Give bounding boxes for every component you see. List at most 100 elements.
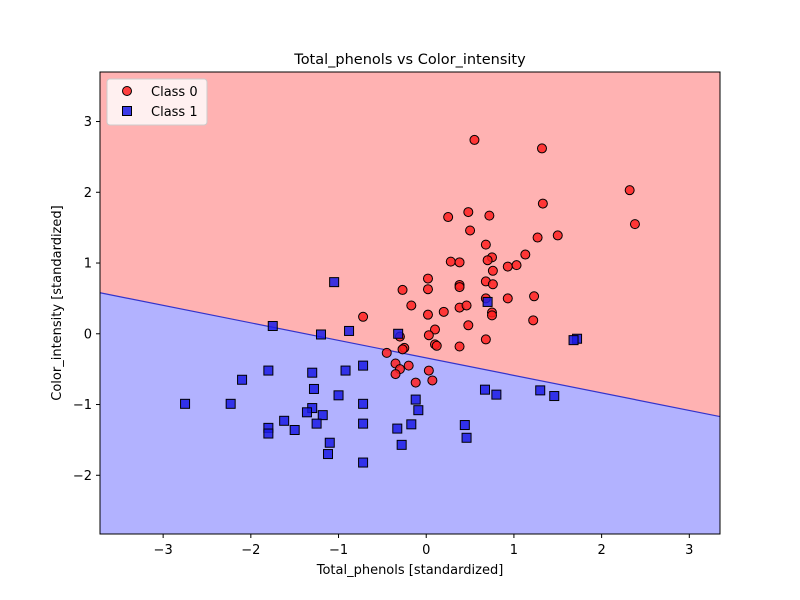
data-point-class-0: [454, 341, 465, 352]
decision-boundary-line: [100, 292, 720, 418]
data-point-class-1: [413, 405, 424, 416]
data-point-class-1: [315, 329, 326, 340]
data-point-class-1: [396, 439, 407, 450]
data-point-class-0: [390, 369, 401, 380]
data-point-class-0: [465, 225, 476, 236]
data-point-class-0: [529, 291, 540, 302]
data-point-class-0: [438, 306, 449, 317]
data-point-class-0: [454, 257, 465, 268]
legend-label-class-0: Class 0: [151, 85, 198, 100]
data-point-class-1: [263, 428, 274, 439]
y-axis-label: Color_intensity [standardized]: [50, 205, 65, 400]
x-tick-label: 3: [685, 543, 693, 558]
y-tick-label: 1: [84, 257, 92, 272]
scatter-points: [180, 134, 640, 468]
data-point-class-1: [263, 365, 274, 376]
legend: Class 0 Class 1: [106, 78, 208, 126]
data-point-class-1: [491, 389, 502, 400]
data-point-class-1: [358, 418, 369, 429]
data-point-class-0: [480, 334, 491, 345]
data-point-class-0: [502, 261, 513, 272]
data-point-class-1: [324, 437, 335, 448]
data-point-class-0: [487, 279, 498, 290]
chart-title: Total_phenols vs Color_intensity: [293, 52, 526, 68]
data-point-class-0: [429, 324, 440, 335]
data-point-class-0: [487, 265, 498, 276]
x-tick-label: 2: [597, 543, 605, 558]
data-point-class-1: [279, 415, 290, 426]
data-point-class-0: [406, 300, 417, 311]
y-axis: −2 −1 0 1 2 3: [73, 115, 100, 484]
data-point-class-1: [329, 277, 340, 288]
data-point-class-1: [307, 367, 318, 378]
data-point-class-0: [422, 284, 433, 295]
data-point-class-1: [317, 410, 328, 421]
data-point-class-1: [323, 449, 334, 460]
data-point-class-0: [552, 230, 563, 241]
legend-marker-class-0: [122, 86, 132, 96]
x-axis-label: Total_phenols [standardized]: [316, 563, 504, 578]
data-point-class-1: [333, 390, 344, 401]
data-point-class-0: [528, 315, 539, 326]
data-point-class-0: [463, 207, 474, 218]
y-tick-label: −1: [73, 398, 92, 413]
data-point-class-0: [520, 249, 531, 260]
class-0-region: [100, 72, 720, 417]
data-point-class-1: [535, 385, 546, 396]
data-point-class-0: [461, 300, 472, 311]
data-point-class-1: [225, 398, 236, 409]
data-point-class-0: [358, 311, 369, 322]
data-point-class-0: [427, 375, 438, 386]
data-point-class-1: [461, 432, 472, 443]
data-point-class-1: [568, 335, 579, 346]
data-point-class-0: [484, 210, 495, 221]
data-point-class-1: [392, 423, 403, 434]
data-point-class-0: [422, 273, 433, 284]
data-point-class-1: [344, 325, 355, 336]
data-point-class-0: [397, 284, 408, 295]
data-point-class-0: [624, 185, 635, 196]
data-point-class-0: [469, 134, 480, 145]
data-point-class-1: [549, 391, 560, 402]
x-tick-label: 0: [422, 543, 430, 558]
y-tick-label: 3: [84, 115, 92, 130]
legend-marker-class-1: [122, 106, 132, 116]
data-point-class-1: [459, 420, 470, 431]
data-point-class-0: [502, 293, 513, 304]
x-axis: −3 −2 −1 0 1 2 3: [154, 534, 693, 558]
y-tick-label: −2: [73, 469, 92, 484]
data-point-class-0: [486, 310, 497, 321]
x-tick-label: −1: [329, 543, 348, 558]
data-point-class-1: [482, 296, 493, 307]
y-tick-label: 2: [84, 186, 92, 201]
data-point-class-1: [358, 360, 369, 371]
data-point-class-1: [358, 398, 369, 409]
data-point-class-0: [443, 212, 454, 223]
class-1-region: [100, 292, 720, 534]
data-point-class-0: [532, 232, 543, 243]
data-point-class-1: [301, 407, 312, 418]
data-point-class-0: [422, 309, 433, 320]
data-point-class-1: [180, 398, 191, 409]
data-point-class-0: [403, 360, 414, 371]
data-point-class-1: [479, 384, 490, 395]
decision-regions: [100, 72, 720, 534]
data-point-class-1: [308, 383, 319, 394]
data-point-class-1: [393, 328, 404, 339]
x-tick-label: −2: [241, 543, 260, 558]
data-point-class-0: [445, 256, 456, 267]
data-point-class-1: [289, 424, 300, 435]
data-point-class-1: [311, 418, 322, 429]
data-point-class-0: [431, 340, 442, 351]
data-point-class-1: [340, 365, 351, 376]
data-point-class-0: [397, 344, 408, 355]
data-point-class-0: [410, 377, 421, 388]
data-point-class-0: [454, 282, 465, 293]
plot-frame: [99, 71, 721, 535]
data-point-class-0: [381, 347, 392, 358]
y-tick-label: 0: [84, 327, 92, 342]
data-point-class-0: [537, 198, 548, 209]
data-point-class-0: [482, 255, 493, 266]
data-point-class-1: [406, 419, 417, 430]
